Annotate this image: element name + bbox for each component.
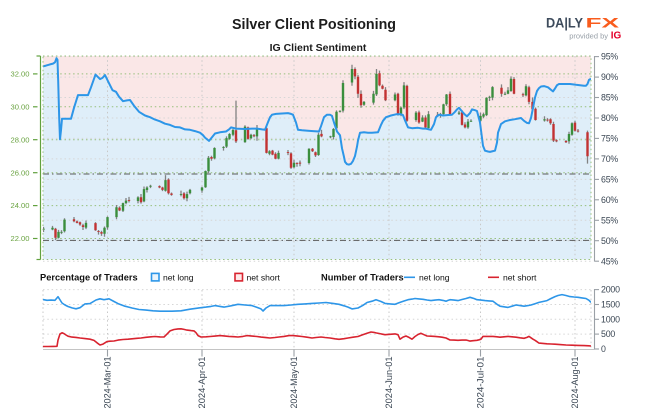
svg-text:55%: 55% — [601, 215, 618, 225]
svg-text:500: 500 — [601, 329, 615, 339]
svg-text:30.00: 30.00 — [10, 102, 29, 111]
svg-text:70%: 70% — [601, 154, 618, 164]
svg-text:net long: net long — [163, 273, 194, 283]
svg-text:net short: net short — [247, 273, 281, 283]
svg-text:IG Client Sentiment: IG Client Sentiment — [270, 42, 367, 54]
svg-text:95%: 95% — [601, 52, 618, 62]
svg-text:1500: 1500 — [601, 300, 620, 310]
svg-text:2024-Jul-01: 2024-Jul-01 — [476, 357, 487, 409]
svg-text:IG: IG — [611, 31, 622, 42]
svg-text:FX: FX — [586, 15, 620, 31]
svg-text:2024-Mar-01: 2024-Mar-01 — [103, 357, 114, 409]
svg-text:2000: 2000 — [601, 285, 620, 295]
svg-text:Silver Client Positioning: Silver Client Positioning — [232, 16, 396, 33]
svg-text:DA|LY: DA|LY — [546, 15, 583, 31]
svg-text:Percentage of Traders: Percentage of Traders — [40, 273, 138, 283]
svg-text:45%: 45% — [601, 256, 618, 266]
svg-text:net long: net long — [419, 273, 450, 283]
svg-text:65%: 65% — [601, 175, 618, 185]
svg-text:0: 0 — [601, 344, 606, 354]
svg-text:2024-Jun-01: 2024-Jun-01 — [384, 357, 395, 409]
svg-text:28.00: 28.00 — [10, 135, 29, 144]
svg-text:80%: 80% — [601, 113, 618, 123]
svg-text:24.00: 24.00 — [10, 201, 29, 210]
svg-text:net short: net short — [503, 273, 537, 283]
svg-text:26.00: 26.00 — [10, 168, 29, 177]
svg-text:85%: 85% — [601, 93, 618, 103]
svg-text:1000: 1000 — [601, 314, 620, 324]
svg-text:75%: 75% — [601, 134, 618, 144]
svg-text:60%: 60% — [601, 195, 618, 205]
svg-text:2024-Aug-01: 2024-Aug-01 — [570, 357, 581, 409]
svg-text:22.00: 22.00 — [10, 234, 29, 243]
svg-text:2024-May-01: 2024-May-01 — [289, 357, 300, 409]
svg-text:90%: 90% — [601, 72, 618, 82]
svg-text:50%: 50% — [601, 236, 618, 246]
svg-text:provided by: provided by — [569, 32, 608, 41]
svg-text:2024-Apr-01: 2024-Apr-01 — [197, 357, 208, 409]
svg-text:32.00: 32.00 — [10, 70, 29, 79]
svg-text:Number of Traders: Number of Traders — [321, 273, 404, 283]
